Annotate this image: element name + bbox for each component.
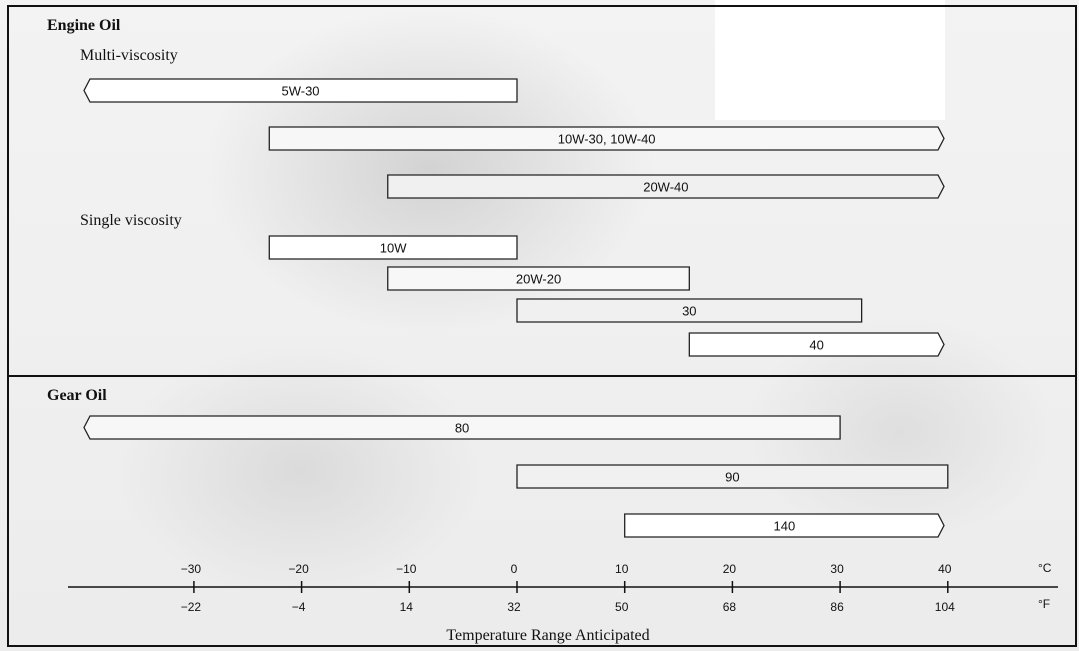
bar-label-20w-40: 20W-40 [643,180,688,195]
tick-label-celsius: −20 [288,562,309,576]
range-bar-30 [516,298,863,323]
section-title-engine-oil: Engine Oil [47,17,121,34]
group-title-multi-viscosity: Multi-viscosity [80,47,178,64]
tick-label-celsius: 20 [723,562,737,576]
tick-label-fahrenheit: 50 [615,600,629,614]
tick-label-celsius: 40 [938,562,952,576]
range-bar-10w [268,235,518,260]
bar-label-10w-30-10w-40: 10W-30, 10W-40 [558,132,656,147]
chart-frame [7,5,1077,647]
range-bar-40 [688,332,945,357]
unit-celsius: °C [1038,561,1052,575]
range-bar-90 [516,464,949,489]
tick-label-fahrenheit: 14 [400,600,414,614]
tick-label-celsius: 0 [511,562,518,576]
section-title-gear-oil: Gear Oil [47,387,107,404]
tick-label-celsius: −30 [181,562,202,576]
bar-label-5w-30: 5W-30 [281,84,319,99]
bar-label-20w-20: 20W-20 [516,272,561,287]
bar-label-140: 140 [773,519,795,534]
x-axis-label: Temperature Range Anticipated [446,627,649,644]
bar-label-40: 40 [809,338,823,353]
tick-label-celsius: 30 [830,562,844,576]
group-title-single-viscosity: Single viscosity [80,212,182,229]
range-bar-80 [83,415,841,440]
tick-label-fahrenheit: 86 [830,600,844,614]
bar-label-30: 30 [682,304,696,319]
bars-layer: 5W-30 10W-30, 10W-40 20W-40 10W 20W-20 30 40 80… [83,78,949,538]
tick-label-celsius: −10 [396,562,417,576]
temperature-axis: −30 −22 −20 −4 −10 14 0 32 10 50 20 68 30 86 40 104 [68,562,1058,614]
range-bar-10w-30-10w-40 [268,126,945,151]
bar-label-90: 90 [725,470,739,485]
bar-label-10w: 10W [380,241,407,256]
tick-label-fahrenheit: −22 [181,600,202,614]
tick-label-fahrenheit: 68 [723,600,737,614]
tick-label-fahrenheit: −4 [292,600,306,614]
tick-label-celsius: 10 [615,562,629,576]
bar-label-80: 80 [455,421,469,436]
tick-label-fahrenheit: 104 [935,600,955,614]
range-bar-140 [624,513,945,538]
range-bar-5w-30 [83,78,518,103]
range-bar-20w-20 [387,266,690,291]
unit-fahrenheit: °F [1038,597,1050,611]
tick-label-fahrenheit: 32 [507,600,521,614]
range-bar-20w-40 [387,174,945,199]
